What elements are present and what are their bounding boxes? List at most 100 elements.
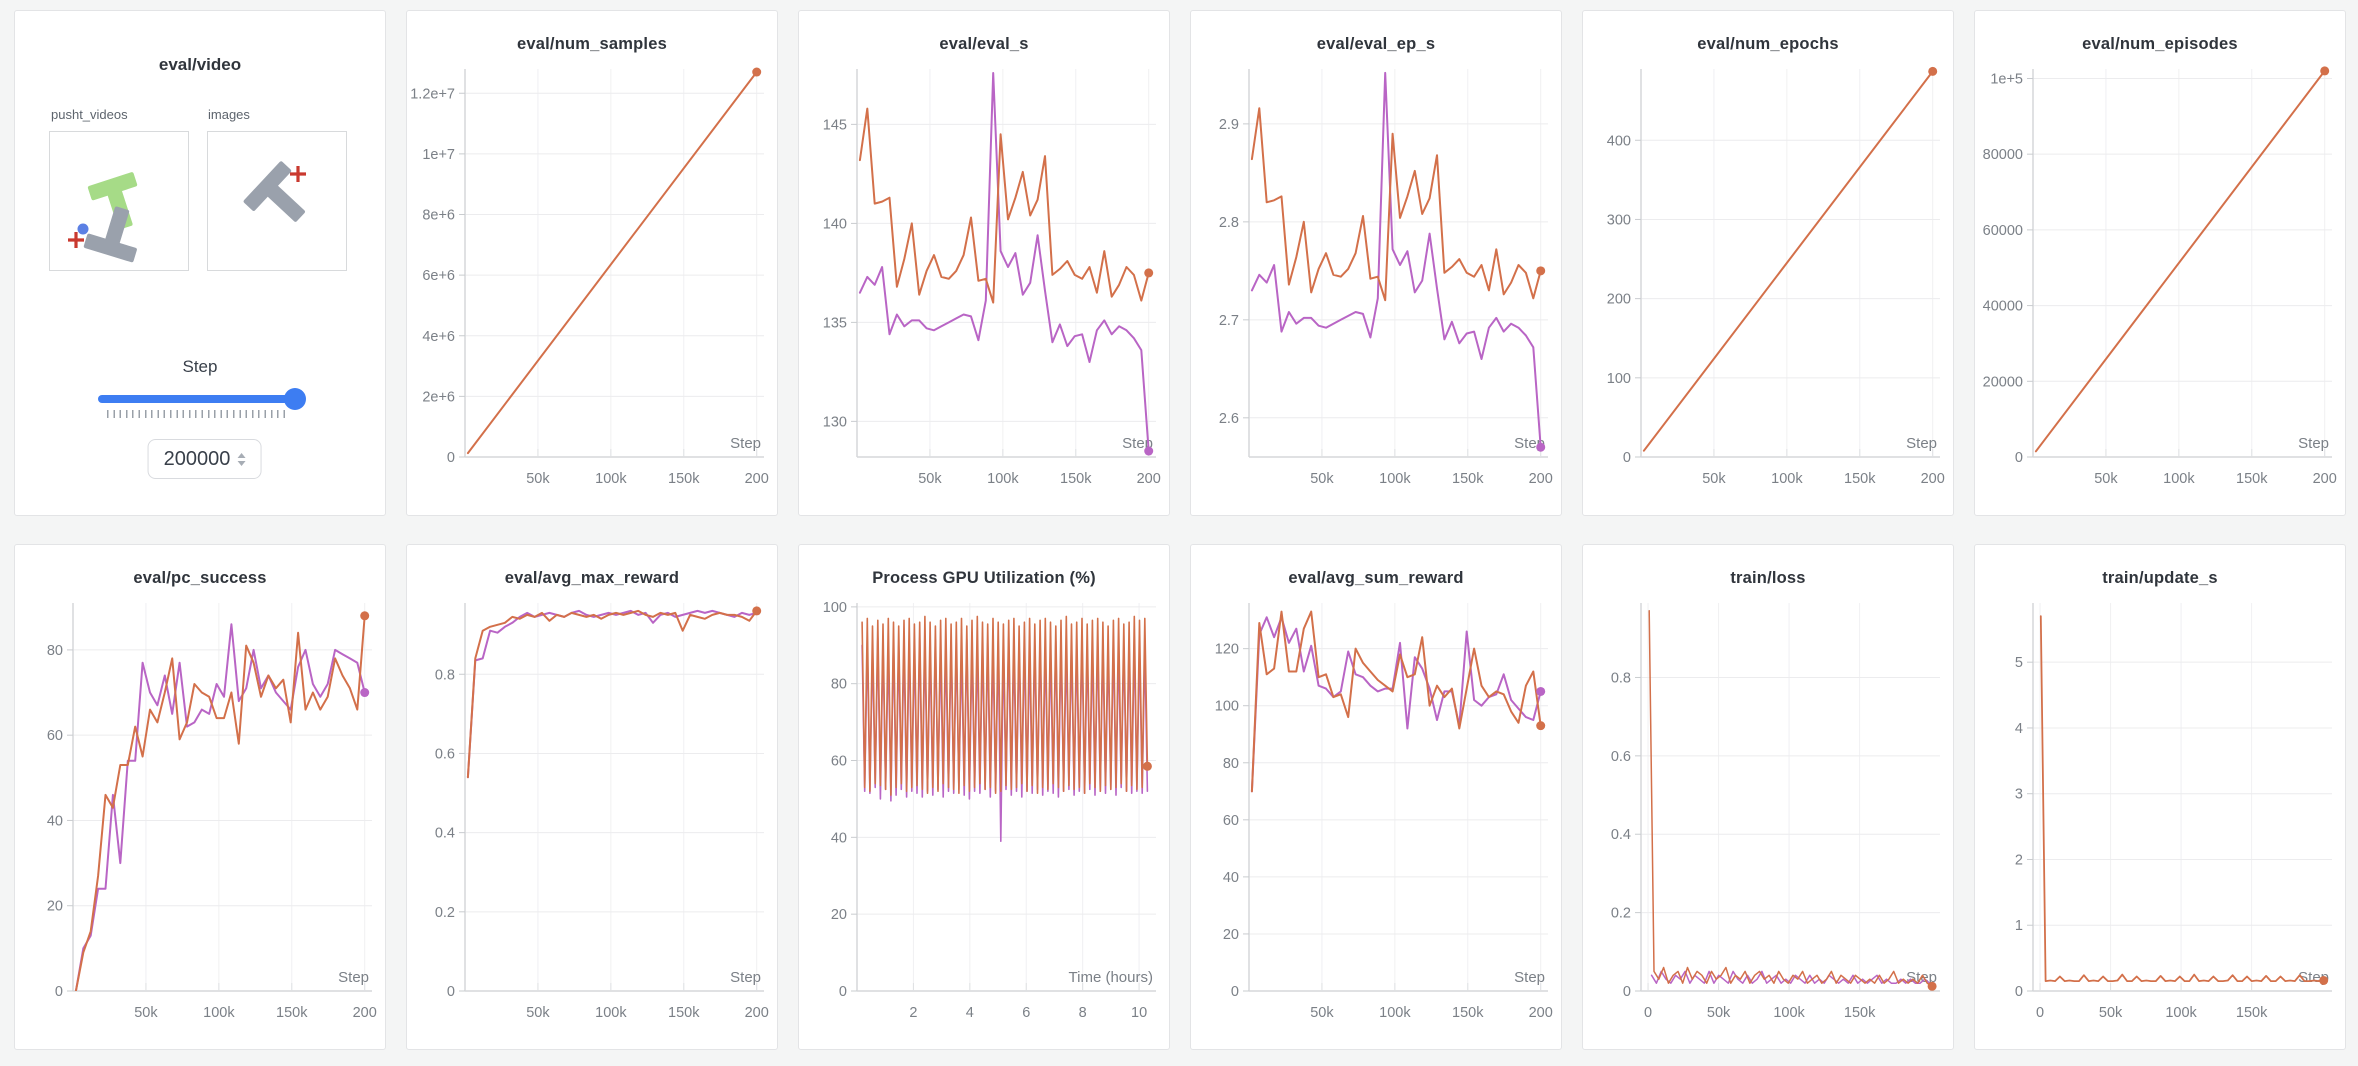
media-thumbnail-pusht-videos[interactable] (49, 131, 189, 271)
x-tick-label: 200 (745, 471, 769, 487)
x-tick-label: 50k (526, 471, 550, 487)
series-end-dot-orange (1927, 981, 1937, 991)
step-slider[interactable] (98, 388, 306, 410)
y-tick-label: 20000 (1983, 374, 2023, 390)
panel-avg-sum-reward[interactable]: eval/avg_sum_reward 0 20 40 60 80 100 120 50k 10… (1190, 544, 1562, 1050)
chart-canvas-avg-max-reward[interactable]: 0 0.2 0.4 0.6 0.8 50k 100k 150k 200 Step (407, 597, 777, 1041)
x-tick-label: 50k (1310, 471, 1334, 487)
media-thumbnail-images[interactable] (207, 131, 347, 271)
y-tick-label: 0.6 (1611, 749, 1631, 765)
x-tick-label: 200 (1529, 1005, 1553, 1021)
panel-gpu-util[interactable]: Process GPU Utilization (%) 0 20 40 60 80 100… (798, 544, 1170, 1050)
y-tick-label: 300 (1607, 212, 1631, 228)
series-end-dot-orange (1536, 266, 1546, 276)
y-tick-label: 60 (47, 728, 63, 744)
panel-eval-s[interactable]: eval/eval_s 130 135 140 145 50k 100k 150k 200 St… (798, 10, 1170, 516)
chart-canvas-num-samples[interactable]: 0 2e+6 4e+6 6e+6 8e+6 1e+7 1.2e+7 50k 100k 150k 20… (407, 63, 777, 507)
x-tick-label: 100k (2163, 471, 2195, 487)
panel-eval-video[interactable]: eval/video pusht_videos images (14, 10, 386, 516)
step-input[interactable]: 200000 (147, 439, 262, 479)
x-tick-label: 6 (1022, 1005, 1030, 1021)
x-tick-label: 100k (203, 1005, 235, 1021)
series-line-orange (466, 71, 758, 455)
x-tick-label: 0 (1644, 1005, 1652, 1021)
x-tick-label: 2 (909, 1005, 917, 1021)
step-slider-thumb[interactable] (284, 388, 306, 410)
x-axis-title: Step (730, 435, 761, 452)
x-tick-label: 10 (1131, 1005, 1147, 1021)
y-tick-label: 0 (447, 984, 455, 1000)
series-line-orange (1642, 70, 1934, 452)
x-tick-label: 50k (2094, 471, 2118, 487)
x-tick-label: 0 (2036, 1005, 2044, 1021)
panel-title: eval/video (158, 55, 242, 74)
series-end-dot-orange (2320, 66, 2330, 76)
stepper-control[interactable] (237, 452, 246, 466)
panel-num-samples[interactable]: eval/num_samples 0 2e+6 4e+6 6e+6 8e+6 1e+7 1.… (406, 10, 778, 516)
y-tick-label: 20 (47, 899, 63, 915)
chart-title: train/update_s (2102, 569, 2218, 587)
y-tick-label: 0.8 (1611, 670, 1631, 686)
pusht-video-frame (68, 172, 138, 263)
x-tick-label: 200 (1529, 471, 1553, 487)
y-tick-label: 80 (1223, 756, 1239, 772)
stepper-down-icon[interactable] (237, 460, 246, 466)
plot-area (2039, 615, 2325, 983)
plot-area (1250, 71, 1542, 449)
chart-title: eval/eval_ep_s (1316, 35, 1436, 53)
y-tick-label: 2e+6 (422, 389, 455, 405)
series-line-orange (466, 609, 758, 779)
series-end-dot-orange (1142, 761, 1152, 771)
series-end-dot-purple (1536, 686, 1546, 696)
y-tick-label: 400 (1607, 133, 1631, 149)
y-tick-label: 60 (831, 754, 847, 770)
series-line-purple (74, 623, 366, 991)
x-tick-label: 150k (1844, 471, 1876, 487)
panel-avg-max-reward[interactable]: eval/avg_max_reward 0 0.2 0.4 0.6 0.8 50k 100k… (406, 544, 778, 1050)
panel-train-update-s[interactable]: train/update_s 0 1 2 3 4 5 0 50k 100k 150k Step (1974, 544, 2346, 1050)
y-tick-label: 40 (1223, 870, 1239, 886)
y-tick-label: 40 (47, 813, 63, 829)
x-tick-label: 100k (987, 471, 1019, 487)
panel-train-loss[interactable]: train/loss 0 0.2 0.4 0.6 0.8 0 50k 100k 150k Step (1582, 544, 1954, 1050)
y-tick-label: 2.6 (1219, 411, 1239, 427)
chart-canvas-num-episodes[interactable]: 0 20000 40000 60000 80000 1e+5 50k 100k 150k 200 S… (1975, 63, 2345, 507)
x-tick-label: 150k (2236, 471, 2268, 487)
chart-canvas-eval-s[interactable]: 130 135 140 145 50k 100k 150k 200 Step (799, 63, 1169, 507)
target-cross-icon (68, 232, 84, 248)
panel-num-episodes[interactable]: eval/num_episodes 0 20000 40000 60000 80000 1… (1974, 10, 2346, 516)
y-tick-label: 2.7 (1219, 313, 1239, 329)
x-axis-title: Step (338, 969, 369, 986)
y-tick-label: 20 (1223, 927, 1239, 943)
agent-dot (77, 223, 89, 235)
chart-title: Process GPU Utilization (%) (872, 569, 1096, 587)
y-tick-label: 0.8 (435, 667, 455, 683)
stepper-up-icon[interactable] (237, 452, 246, 458)
chart-title: eval/avg_max_reward (504, 569, 680, 587)
x-tick-label: 100k (595, 471, 627, 487)
panel-num-epochs[interactable]: eval/num_epochs 0 100 200 300 400 50k 100k 150k… (1582, 10, 1954, 516)
y-tick-label: 20 (831, 907, 847, 923)
x-axis-title: Step (2298, 435, 2329, 452)
y-tick-label: 60 (1223, 813, 1239, 829)
plot-area (858, 72, 1150, 453)
chart-canvas-pc-success[interactable]: 0 20 40 60 80 50k 100k 150k 200 Step (15, 597, 385, 1041)
chart-canvas-gpu-util[interactable]: 0 20 40 60 80 100 2 4 6 8 10 Time (hours) (799, 597, 1169, 1041)
chart-canvas-avg-sum-reward[interactable]: 0 20 40 60 80 100 120 50k 100k 150k 200 Step (1191, 597, 1561, 1041)
y-tick-label: 40 (831, 830, 847, 846)
y-tick-label: 4e+6 (422, 329, 455, 345)
x-tick-label: 50k (918, 471, 942, 487)
y-tick-label: 8e+6 (422, 208, 455, 224)
plot-area (74, 614, 366, 991)
x-tick-label: 200 (2313, 471, 2337, 487)
y-tick-label: 0 (2015, 984, 2023, 1000)
series-end-dot-orange (1536, 721, 1546, 731)
panel-pc-success[interactable]: eval/pc_success 0 20 40 60 80 50k 100k 150k 200 S… (14, 544, 386, 1050)
y-tick-label: 0.6 (435, 746, 455, 762)
y-tick-label: 60000 (1983, 223, 2023, 239)
panel-eval-ep-s[interactable]: eval/eval_ep_s 2.6 2.7 2.8 2.9 50k 100k 150k 20… (1190, 10, 1562, 516)
chart-canvas-num-epochs[interactable]: 0 100 200 300 400 50k 100k 150k 200 Step (1583, 63, 1953, 507)
